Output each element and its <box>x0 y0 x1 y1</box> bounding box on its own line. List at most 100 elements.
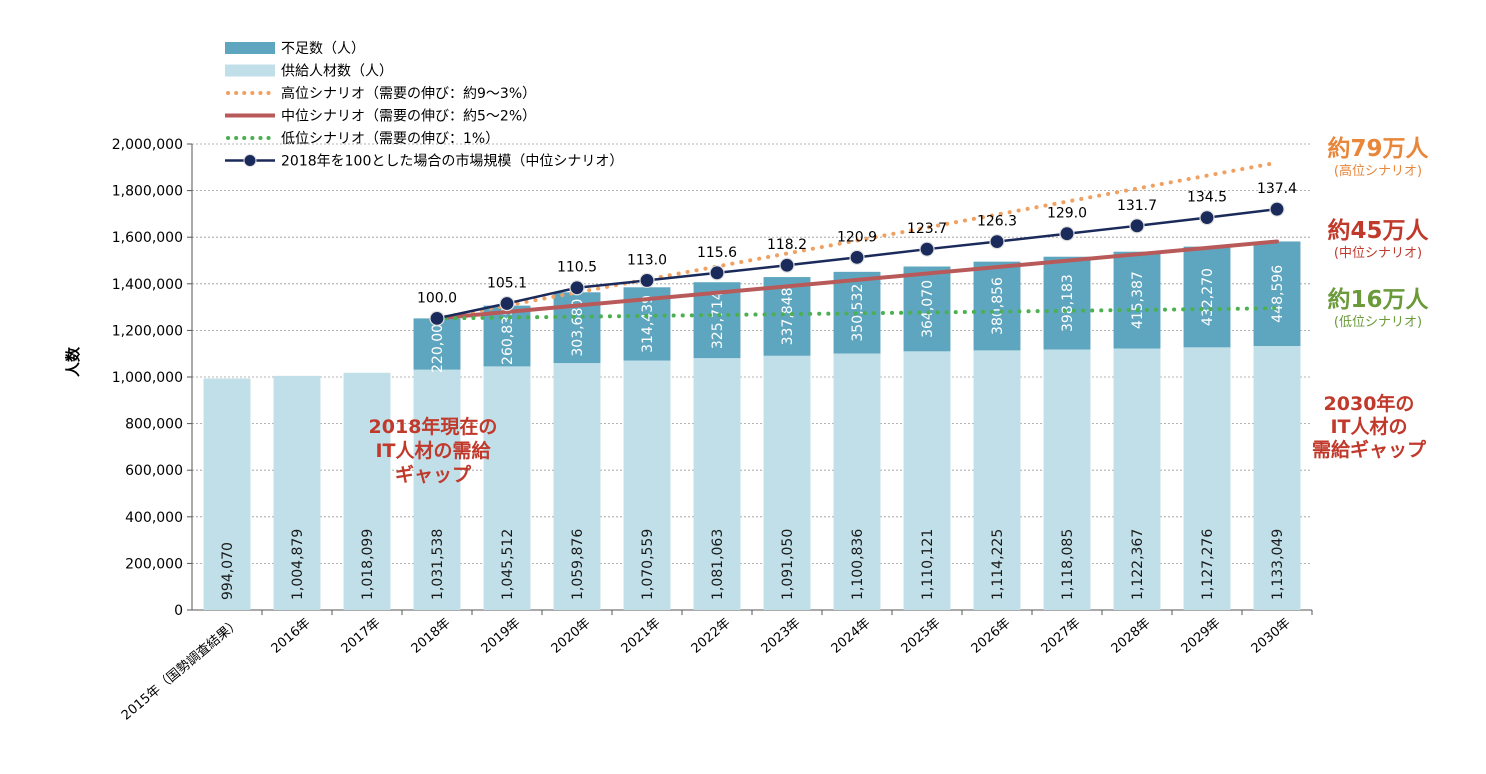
supply-bar <box>1183 347 1231 610</box>
market-size-label: 134.5 <box>1187 190 1227 206</box>
supply-bar <box>833 353 881 610</box>
y-tick-label: 600,000 <box>125 463 183 479</box>
supply-bar <box>1253 345 1301 610</box>
legend-label: 高位シナリオ（需要の伸び：約9～3%） <box>281 85 536 102</box>
market-size-point <box>779 257 795 273</box>
supply-bar <box>483 366 531 610</box>
market-size-point <box>1199 210 1215 226</box>
market-size-point <box>1059 226 1075 242</box>
gap-2018-label: 2018年現在の <box>369 415 498 438</box>
market-size-point <box>1129 218 1145 234</box>
market-size-point <box>849 249 865 265</box>
mid-gap-value: 約45万人 <box>1327 218 1429 244</box>
market-size-point <box>429 310 445 326</box>
x-tick-label: 2024年 <box>829 616 874 657</box>
shortage-value-label: 260,835 <box>500 307 516 365</box>
low-gap-note: 約16万人 (低位シナリオ) <box>1308 287 1448 331</box>
supply-value-label: 1,070,559 <box>640 529 656 600</box>
x-tick-label: 2021年 <box>619 616 664 657</box>
legend-label: 不足数（人） <box>281 41 365 57</box>
shortage-bar <box>1253 241 1301 346</box>
market-size-label: 118.2 <box>767 237 807 253</box>
supply-value-label: 1,114,225 <box>990 529 1006 600</box>
market-size-label: 113.0 <box>627 252 667 268</box>
gap-2018-label: ギャップ <box>395 463 472 486</box>
shortage-bar <box>1183 246 1231 348</box>
market-size-point <box>639 272 655 289</box>
mid-gap-scenario: (中位シナリオ) <box>1333 246 1423 262</box>
low-gap-value: 約16万人 <box>1327 287 1429 313</box>
shortage-value-label: 448,596 <box>1270 265 1286 323</box>
x-tick-label: 2028年 <box>1109 616 1154 657</box>
supply-bar <box>1043 349 1091 610</box>
x-tick-label: 2016年 <box>269 616 314 657</box>
y-tick-label: 2,000,000 <box>112 137 183 153</box>
supply-value-label: 1,133,049 <box>1270 529 1286 600</box>
y-tick-label: 0 <box>174 603 183 619</box>
legend-swatch <box>225 64 275 77</box>
y-tick-label: 400,000 <box>125 510 183 526</box>
supply-value-label: 994,070 <box>220 542 236 600</box>
market-size-label: 110.5 <box>557 260 597 276</box>
market-size-point <box>919 241 935 257</box>
shortage-value-label: 350,532 <box>850 284 866 342</box>
market-size-point <box>1269 201 1285 217</box>
supply-bar <box>763 355 811 610</box>
shortage-value-label: 364,070 <box>920 280 936 338</box>
legend-swatch <box>225 42 275 54</box>
x-tick-label: 2017年 <box>339 616 384 657</box>
shortage-value-label: 337,848 <box>780 287 796 345</box>
supply-value-label: 1,018,099 <box>360 529 376 600</box>
y-tick-label: 1,400,000 <box>112 277 183 293</box>
legend-label: 低位シナリオ（需要の伸び：1%） <box>281 131 499 147</box>
market-size-label: 137.4 <box>1257 181 1297 197</box>
supply-bar <box>623 360 671 610</box>
market-size-label: 105.1 <box>487 275 527 291</box>
high-gap-value: 約79万人 <box>1327 136 1429 162</box>
market-size-point <box>569 280 585 296</box>
supply-bar <box>343 372 391 610</box>
supply-bar <box>273 375 321 610</box>
supply-value-label: 1,118,085 <box>1060 529 1076 600</box>
market-size-point <box>499 295 515 312</box>
market-size-label: 123.7 <box>907 221 947 237</box>
y-tick-label: 1,600,000 <box>112 230 183 246</box>
y-axis-label: 人数 <box>64 346 82 377</box>
low-gap-scenario: (低位シナリオ) <box>1333 315 1423 331</box>
market-size-label: 100.0 <box>417 290 457 306</box>
shortage-bar <box>903 266 951 352</box>
supply-bar <box>973 350 1021 610</box>
legend-label: 2018年を100とした場合の市場規模（中位シナリオ） <box>281 153 623 170</box>
shortage-bar <box>973 261 1021 351</box>
market-size-label: 126.3 <box>977 214 1017 230</box>
market-size-point <box>709 265 725 281</box>
scenario-line-0 <box>435 160 1279 321</box>
supply-value-label: 1,127,276 <box>1200 529 1216 600</box>
legend-label: 供給人材数（人） <box>281 64 393 80</box>
market-size-point <box>989 233 1005 250</box>
supply-bar <box>203 378 251 610</box>
shortage-bar <box>1043 256 1091 350</box>
gap-2030-label: IT人材の <box>1330 415 1407 438</box>
market-size-label: 131.7 <box>1117 198 1157 214</box>
shortage-value-label: 432,270 <box>1200 268 1216 326</box>
y-tick-label: 200,000 <box>125 556 183 572</box>
shortage-value-label: 220,000 <box>430 315 446 373</box>
shortage-value-label: 380,856 <box>990 277 1006 335</box>
high-gap-scenario: (高位シナリオ) <box>1333 164 1423 180</box>
scenario-line-2 <box>435 306 1279 321</box>
shortage-bar <box>763 277 811 356</box>
market-size-label: 115.6 <box>697 245 737 261</box>
x-tick-label: 2020年 <box>549 616 594 657</box>
supply-value-label: 1,081,063 <box>710 529 726 600</box>
scenario-line-1 <box>435 239 1279 321</box>
x-tick-label: 2025年 <box>899 616 944 657</box>
supply-bar <box>413 369 461 610</box>
mid-gap-note: 約45万人 (中位シナリオ) <box>1308 218 1448 262</box>
x-tick-label: 2019年 <box>479 616 524 657</box>
y-tick-label: 800,000 <box>125 417 183 433</box>
x-tick-label: 2018年 <box>409 616 454 657</box>
gap-2030-label: 需給ギャップ <box>1312 438 1427 461</box>
